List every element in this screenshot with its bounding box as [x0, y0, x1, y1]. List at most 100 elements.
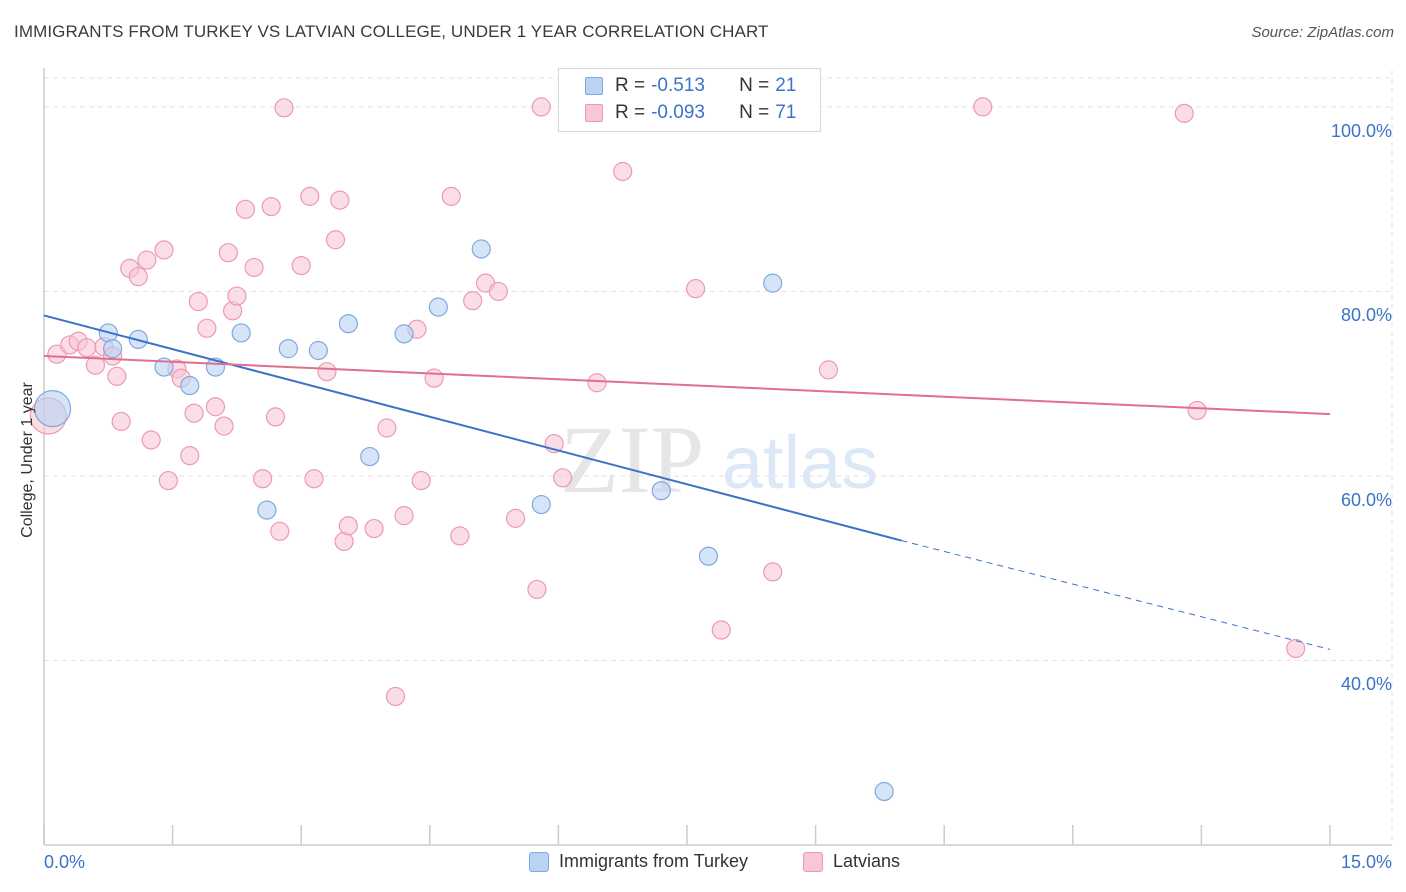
- data-point: [47, 344, 67, 364]
- data-point: [141, 430, 161, 450]
- data-point: [531, 494, 551, 515]
- data-point: [158, 470, 178, 491]
- x-tick-label-max: 15.0%: [1340, 852, 1392, 872]
- r-label: R =: [615, 102, 646, 123]
- data-point: [330, 190, 350, 210]
- data-point: [471, 239, 491, 259]
- data-point: [218, 243, 238, 263]
- data-point: [394, 506, 414, 526]
- data-point: [244, 257, 264, 278]
- data-point: [553, 468, 573, 488]
- legend-label: Immigrants from Turkey: [559, 851, 749, 871]
- data-point: [180, 446, 200, 466]
- data-point: [1174, 103, 1194, 123]
- latvian-swatch-icon: [803, 851, 823, 872]
- watermark-atlas: atlas: [722, 421, 878, 504]
- data-point: [364, 518, 384, 539]
- data-point: [428, 297, 448, 317]
- legend-item-turkey: Immigrants from Turkey: [529, 851, 748, 872]
- data-point: [763, 562, 783, 582]
- data-point: [505, 508, 526, 528]
- data-point: [685, 279, 706, 299]
- data-point: [587, 373, 607, 393]
- x-tick-label-min: 0.0%: [44, 852, 86, 872]
- source-credit: Source: ZipAtlas.com: [1251, 24, 1394, 41]
- data-point: [253, 469, 273, 489]
- chart-title: IMMIGRANTS FROM TURKEY VS LATVIAN COLLEG…: [14, 22, 769, 41]
- watermark: ZIP atlas: [560, 406, 878, 513]
- n-label: N =: [739, 75, 770, 96]
- data-point: [180, 375, 200, 396]
- data-point: [531, 97, 551, 117]
- y-tick-label: 60.0%: [1340, 489, 1392, 510]
- data-point: [85, 355, 106, 375]
- r-label: R =: [615, 75, 646, 96]
- latvian-trend-line: [43, 355, 1331, 416]
- data-point: [763, 273, 783, 293]
- data-point: [698, 546, 719, 566]
- data-point: [278, 339, 298, 359]
- data-point: [338, 516, 358, 536]
- data-point: [205, 397, 226, 417]
- data-point: [360, 446, 380, 467]
- axes: [43, 68, 1392, 846]
- data-point: [102, 339, 123, 359]
- watermark-zip: ZIP: [560, 406, 704, 513]
- y-tick-label: 40.0%: [1340, 674, 1392, 695]
- data-point: [308, 340, 328, 361]
- turkey-trend-line: [43, 314, 902, 542]
- data-point: [154, 240, 174, 260]
- data-point: [317, 362, 337, 382]
- gridlines: [44, 70, 1393, 845]
- data-point: [973, 97, 993, 117]
- data-point: [231, 323, 251, 343]
- data-point: [488, 281, 508, 302]
- legend-label: Latvians: [833, 851, 901, 871]
- data-point: [651, 481, 671, 501]
- legend-row-turkey: R = -0.513 N = 21: [585, 73, 796, 99]
- data-point: [385, 686, 406, 707]
- data-point: [377, 418, 397, 438]
- data-point: [424, 368, 444, 388]
- legend-row-latvians: R = -0.093 N = 71: [585, 100, 796, 126]
- data-point: [235, 199, 256, 219]
- data-point: [1286, 638, 1306, 659]
- data-point: [394, 324, 414, 344]
- n-value: 71: [775, 102, 797, 123]
- series-legend: Immigrants from Turkey Latvians: [0, 851, 1406, 877]
- data-point: [338, 314, 358, 334]
- data-point: [197, 318, 217, 338]
- latvians-points: [29, 97, 1306, 707]
- data-point: [184, 403, 204, 423]
- data-point: [291, 255, 311, 276]
- turkey-swatch-icon: [585, 77, 603, 95]
- data-point: [1187, 400, 1207, 421]
- data-point: [711, 620, 731, 640]
- data-point: [33, 390, 72, 428]
- r-value: -0.093: [651, 102, 705, 123]
- data-point: [463, 291, 483, 311]
- y-axis-label: College, Under 1 year: [19, 382, 36, 538]
- turkey-trend-extension: [901, 540, 1331, 650]
- data-point: [227, 286, 247, 306]
- data-point: [137, 250, 157, 270]
- data-point: [450, 526, 470, 546]
- correlation-legend: R = -0.513 N = 21 R = -0.093 N = 71: [558, 68, 821, 132]
- data-point: [613, 161, 633, 182]
- latvian-swatch-icon: [585, 104, 603, 122]
- data-point: [188, 291, 208, 312]
- turkey-points: [33, 239, 894, 802]
- data-point: [527, 579, 547, 600]
- legend-item-latvians: Latvians: [803, 851, 900, 872]
- data-point: [818, 360, 839, 380]
- data-point: [411, 470, 431, 491]
- data-point: [874, 781, 894, 802]
- data-point: [77, 338, 97, 358]
- data-point: [214, 416, 234, 436]
- data-point: [257, 500, 277, 520]
- y-tick-label: 80.0%: [1340, 305, 1392, 326]
- data-point: [274, 98, 294, 118]
- data-point: [325, 230, 346, 250]
- data-point: [265, 407, 286, 427]
